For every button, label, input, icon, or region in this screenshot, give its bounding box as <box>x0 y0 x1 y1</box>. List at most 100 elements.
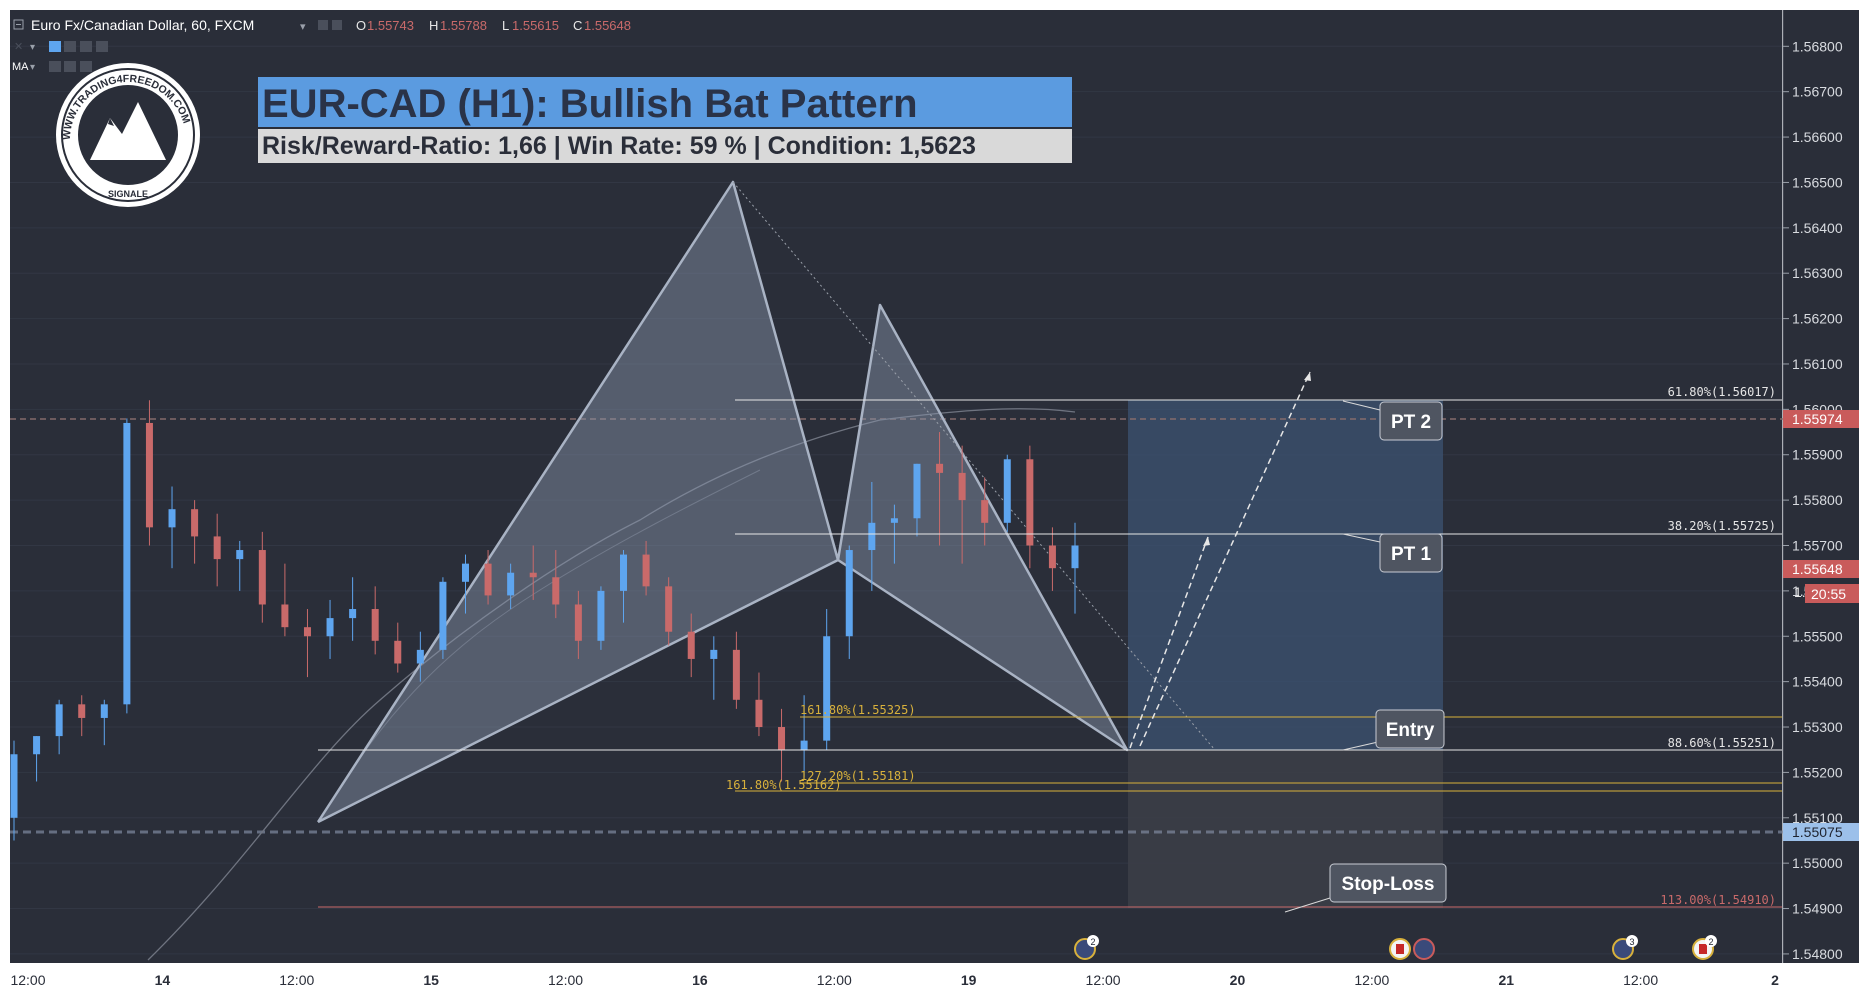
banner-subtitle: Risk/Reward-Ratio: 1,66 | Win Rate: 59 %… <box>262 132 976 160</box>
trading4freedom-logo: WWW.TRADING4FREEDOM.COM SIGNALE <box>56 63 200 207</box>
ma-dropdown-icon[interactable]: ▾ <box>30 62 35 73</box>
candle-body[interactable] <box>529 572 537 578</box>
candle-body[interactable] <box>642 554 650 587</box>
candle-body[interactable] <box>710 649 718 659</box>
drawing-dropdown-icon[interactable]: ▾ <box>30 42 35 53</box>
candle-body[interactable] <box>800 740 808 750</box>
moving-average-line <box>147 408 1076 961</box>
callout-pt2[interactable]: PT 2 <box>1342 400 1443 441</box>
candle-body[interactable] <box>439 581 447 650</box>
candle-body[interactable] <box>1003 459 1011 523</box>
remove-icon[interactable] <box>96 41 108 52</box>
candle-body[interactable] <box>1071 545 1079 569</box>
collapse-toggle-icon[interactable] <box>13 19 24 30</box>
candle-body[interactable] <box>507 572 515 596</box>
candle-body[interactable] <box>552 577 560 605</box>
candle-body[interactable] <box>213 536 221 560</box>
symbol-legend[interactable]: Euro Fx/Canadian Dollar, 60, FXCM ▾ O 1.… <box>12 17 631 73</box>
fib-label-886: 88.60%(1.55251) <box>1668 736 1776 750</box>
candle-body[interactable] <box>168 509 176 528</box>
settings-icon[interactable] <box>318 20 328 30</box>
callout-pt1[interactable]: PT 1 <box>1342 533 1443 573</box>
candle-body[interactable] <box>303 627 311 637</box>
price-tick-label: 1.55200 <box>1792 764 1843 780</box>
candle-body[interactable] <box>349 609 357 619</box>
ma-visibility-icon[interactable] <box>49 61 61 72</box>
callout-entry-box <box>1375 709 1445 749</box>
price-tick-label: 1.55500 <box>1792 628 1843 644</box>
time-axis-area[interactable] <box>10 964 1782 996</box>
candle-body[interactable] <box>145 422 153 528</box>
candle-body[interactable] <box>890 518 898 523</box>
candle-body[interactable] <box>620 554 628 591</box>
callout-stop-box <box>1329 863 1447 903</box>
candle-body[interactable] <box>191 509 199 537</box>
fib-label-38: 38.20%(1.55725) <box>1668 519 1776 533</box>
candle-body[interactable] <box>936 463 944 473</box>
candle-body[interactable] <box>258 550 266 605</box>
eu-flag-icon-2[interactable] <box>1413 938 1435 960</box>
candle-body[interactable] <box>1026 459 1034 546</box>
badge-bubble-3 <box>1705 935 1717 947</box>
price-tick-label: 1.55900 <box>1792 447 1843 463</box>
candle-body[interactable] <box>123 422 131 705</box>
candle-body[interactable] <box>78 704 86 718</box>
candle-body[interactable] <box>845 550 853 637</box>
candle-body[interactable] <box>100 704 108 718</box>
ma-settings-icon[interactable] <box>64 61 76 72</box>
candle-body[interactable] <box>913 463 921 519</box>
canada-flag-leaf-2 <box>1699 944 1707 954</box>
candle-body[interactable] <box>10 754 18 818</box>
visibility-icon[interactable] <box>332 20 342 30</box>
callout-entry[interactable]: Entry <box>1342 709 1445 751</box>
candle-body[interactable] <box>732 649 740 700</box>
price-tick-label: 1.56100 <box>1792 356 1843 372</box>
time-tick-label: 14 <box>155 972 171 988</box>
candle-body[interactable] <box>574 604 582 641</box>
candle-body[interactable] <box>778 727 786 750</box>
add-icon[interactable] <box>80 41 92 52</box>
price-tick-label: 1.55100 <box>1792 810 1843 826</box>
badge-count-2: 3 <box>1629 937 1634 947</box>
candles-group[interactable] <box>10 400 1079 841</box>
candle-body[interactable] <box>1048 545 1056 569</box>
symbol-name[interactable]: Euro Fx/Canadian Dollar, 60, FXCM <box>31 17 254 33</box>
candle-body[interactable] <box>823 636 831 741</box>
candle-body[interactable] <box>55 704 63 737</box>
eye-icon[interactable] <box>49 41 61 52</box>
mountain-snow <box>108 118 114 126</box>
ohlc-close-value: 1.55648 <box>584 18 631 33</box>
callout-stop-loss[interactable]: Stop-Loss <box>1284 863 1447 913</box>
candle-body[interactable] <box>484 563 492 596</box>
price-axis-area[interactable] <box>1783 10 1859 963</box>
ohlc-low-value: 1.55615 <box>512 18 559 33</box>
candle-body[interactable] <box>868 522 876 551</box>
symbol-dropdown-icon[interactable]: ▾ <box>300 21 306 33</box>
candle-body[interactable] <box>281 604 289 628</box>
candle-body[interactable] <box>416 649 424 664</box>
canada-flag-leaf <box>1396 944 1404 954</box>
plot-area[interactable] <box>10 10 1782 963</box>
price-tick-label: 1.55700 <box>1792 537 1843 553</box>
candle-body[interactable] <box>958 472 966 501</box>
drawing-tool-icon[interactable]: ✕ <box>14 41 23 53</box>
candle-body[interactable] <box>236 550 244 560</box>
settings-icon-2[interactable] <box>64 41 76 52</box>
event-badges[interactable]: 2 3 2 <box>1074 935 1717 960</box>
candle-body[interactable] <box>981 500 989 523</box>
candle-body[interactable] <box>394 640 402 664</box>
candle-body[interactable] <box>687 631 695 659</box>
ma-close-icon[interactable] <box>80 61 92 72</box>
candle-body[interactable] <box>597 590 605 641</box>
pattern-banner: EUR-CAD (H1): Bullish Bat Pattern Risk/R… <box>258 77 1072 163</box>
candle-body[interactable] <box>33 736 41 755</box>
candle-body[interactable] <box>755 699 763 728</box>
candle-body[interactable] <box>326 618 334 637</box>
mountain-icon <box>90 102 166 160</box>
candle-body[interactable] <box>665 586 673 632</box>
ma-indicator-label[interactable]: MA <box>12 61 29 73</box>
candle-body[interactable] <box>371 609 379 641</box>
candle-body[interactable] <box>461 563 469 582</box>
